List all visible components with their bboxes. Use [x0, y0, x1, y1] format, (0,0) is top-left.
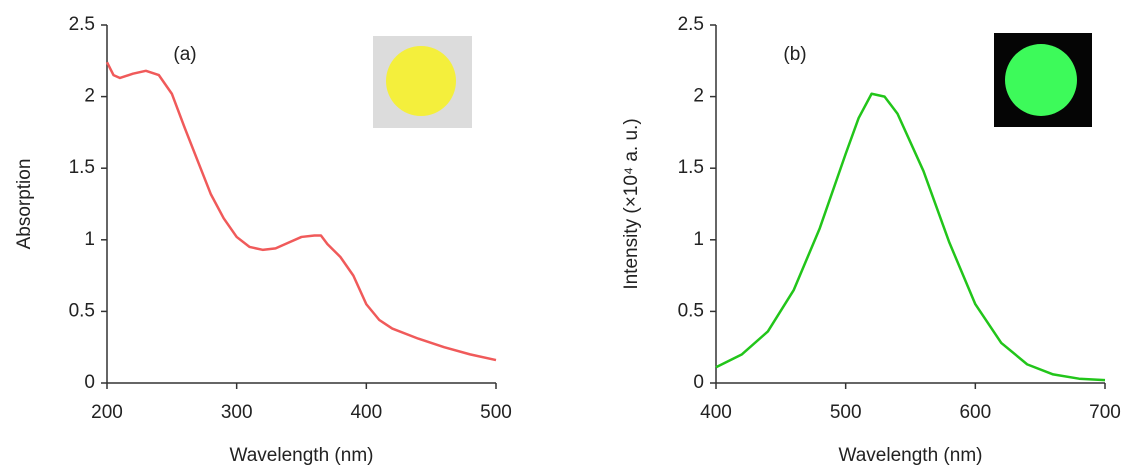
x-tick-label: 500	[830, 402, 862, 423]
x-tick-label: 200	[91, 402, 123, 423]
y-tick-label: 2	[84, 86, 95, 107]
y-tick-label: 1.5	[678, 157, 704, 178]
y-tick-label: 2.5	[69, 14, 95, 35]
y-tick-label: 2	[693, 86, 704, 107]
y-tick-label: 1.5	[69, 157, 95, 178]
y-tick-label: 0.5	[678, 300, 704, 321]
x-tick-label: 400	[350, 402, 382, 423]
y-tick-label: 2.5	[678, 14, 704, 35]
y-tick-label: 1	[84, 229, 95, 250]
y-tick-label: 0	[84, 372, 95, 393]
inset-disc-a	[386, 46, 456, 116]
panel-label: (a)	[173, 44, 196, 65]
x-tick-label: 600	[959, 402, 991, 423]
data-line	[715, 92, 1106, 382]
x-tick-label: 500	[480, 402, 512, 423]
x-tick-label: 400	[700, 402, 732, 423]
y-axis-title: Intensity (×10⁴ a. u.)	[621, 118, 642, 289]
x-tick-label: 700	[1089, 402, 1121, 423]
x-axis-title: Wavelength (nm)	[230, 445, 374, 466]
x-tick-label: 300	[221, 402, 253, 423]
inset-disc-b	[1005, 44, 1077, 116]
x-axis-title: Wavelength (nm)	[839, 445, 983, 466]
y-tick-label: 0.5	[69, 300, 95, 321]
data-line	[105, 61, 497, 362]
y-tick-label: 1	[693, 229, 704, 250]
y-axis-title: Absorption	[14, 159, 35, 250]
panel-label: (b)	[783, 44, 806, 65]
y-tick-label: 0	[693, 372, 704, 393]
